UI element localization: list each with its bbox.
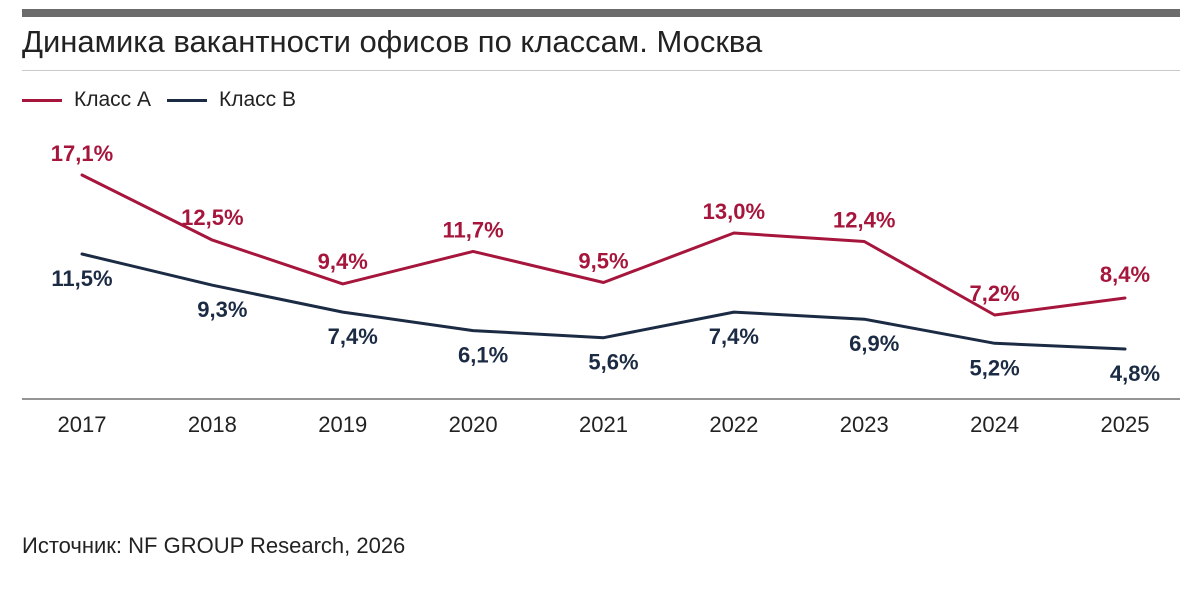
data-label-a-2017: 17,1% <box>51 141 113 166</box>
legend-item-class-b: Класс B <box>167 88 296 112</box>
legend: Класс A Класс B <box>22 88 312 112</box>
legend-swatch-class-a <box>22 98 62 102</box>
x-tick-label-2023: 2023 <box>840 412 889 437</box>
data-label-a-2024: 7,2% <box>970 281 1020 306</box>
legend-item-class-a: Класс A <box>22 88 151 112</box>
x-tick-label-2020: 2020 <box>449 412 498 437</box>
x-tick-label-2021: 2021 <box>579 412 628 437</box>
x-tick-label-2018: 2018 <box>188 412 237 437</box>
data-label-a-2023: 12,4% <box>833 207 895 232</box>
legend-swatch-class-b <box>167 98 208 102</box>
data-label-b-2023: 6,9% <box>849 331 899 356</box>
legend-label-class-a: Класс A <box>74 88 152 111</box>
data-label-b-2019: 7,4% <box>328 324 378 349</box>
x-tick-label-2017: 2017 <box>58 412 107 437</box>
data-label-b-2020: 6,1% <box>458 343 508 368</box>
data-label-b-2017: 11,5% <box>51 266 112 291</box>
data-label-a-2019: 9,4% <box>318 249 368 274</box>
data-label-b-2022: 7,4% <box>709 324 759 349</box>
legend-label-class-b: Класс B <box>219 88 297 111</box>
data-label-b-2018: 9,3% <box>197 297 247 322</box>
chart-title: Динамика вакантности офисов по классам. … <box>22 24 763 59</box>
data-label-b-2021: 5,6% <box>588 350 638 375</box>
x-tick-label-2022: 2022 <box>709 412 758 437</box>
series-line-class-b <box>80 252 1127 351</box>
x-tick-label-2024: 2024 <box>970 412 1019 437</box>
data-label-a-2022: 13,0% <box>703 199 765 224</box>
source-note: Источник: NF GROUP Research, 2026 <box>22 533 406 558</box>
x-tick-label-2019: 2019 <box>318 412 367 437</box>
data-label-b-2024: 5,2% <box>970 355 1020 380</box>
series-line-class-a <box>80 173 1127 317</box>
data-label-a-2018: 12,5% <box>181 205 243 230</box>
data-label-a-2025: 8,4% <box>1100 262 1150 287</box>
data-label-a-2021: 9,5% <box>578 248 628 273</box>
data-label-b-2025: 4,8% <box>1110 361 1160 386</box>
x-tick-label-2025: 2025 <box>1101 412 1150 437</box>
top-rule <box>22 9 1180 17</box>
title-divider <box>22 70 1180 71</box>
data-label-a-2020: 11,7% <box>443 217 504 242</box>
